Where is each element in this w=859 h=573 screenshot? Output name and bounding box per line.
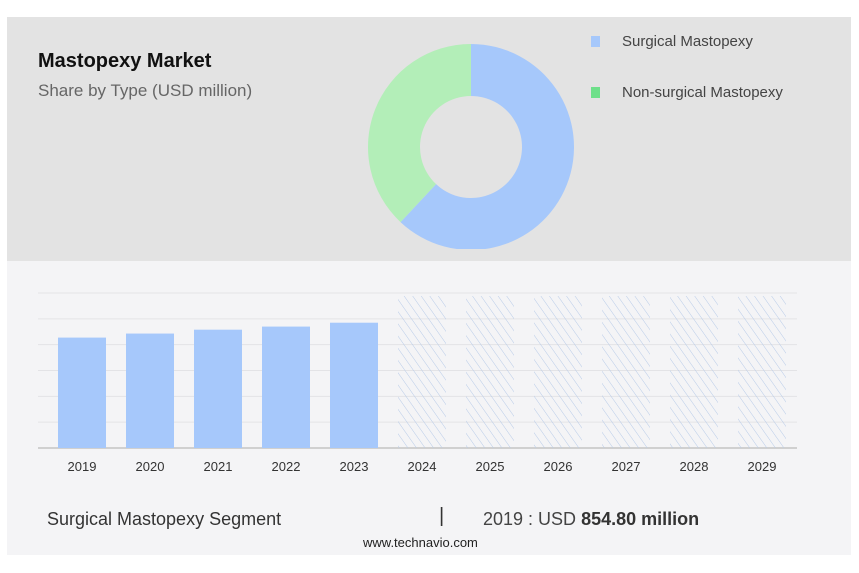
bar-2019 [58, 337, 106, 448]
x-tick-label: 2025 [476, 459, 505, 474]
value-bold: 854.80 million [581, 509, 700, 529]
bar-2021 [194, 329, 242, 448]
forecast-bar-2028 [670, 296, 718, 448]
x-tick-label: 2024 [408, 459, 437, 474]
chart-title: Mastopexy Market [38, 50, 212, 72]
x-tick-label: 2028 [680, 459, 709, 474]
bar-2023 [330, 322, 378, 448]
x-tick-label: 2027 [612, 459, 641, 474]
legend-item-surgical: Surgical Mastopexy [591, 33, 753, 50]
x-tick-label: 2026 [544, 459, 573, 474]
forecast-bar-2024 [398, 296, 446, 448]
x-tick-label: 2029 [748, 459, 777, 474]
separator: | [439, 505, 445, 527]
segment-value: 2019 : USD 854.80 million [483, 509, 699, 530]
segment-label: Surgical Mastopexy Segment [47, 509, 282, 529]
donut-slice-surgical [400, 44, 574, 249]
value-prefix: 2019 : USD [483, 509, 577, 529]
legend-label: Surgical Mastopexy [622, 33, 753, 50]
legend-item-non-surgical: Non-surgical Mastopexy [591, 84, 783, 101]
x-tick-label: 2020 [136, 459, 165, 474]
x-tick-label: 2021 [204, 459, 233, 474]
forecast-bar-2026 [534, 296, 582, 448]
bar-2020 [126, 333, 174, 448]
forecast-bar-2025 [466, 296, 514, 448]
source-url: www.technavio.com [363, 535, 478, 550]
x-tick-label: 2019 [68, 459, 97, 474]
bar-2022 [262, 326, 310, 448]
x-tick-label: 2022 [272, 459, 301, 474]
x-tick-label: 2023 [340, 459, 369, 474]
donut-slice-non-surgical [368, 44, 471, 223]
legend-label: Non-surgical Mastopexy [622, 84, 783, 101]
legend-swatch-surgical [591, 36, 600, 47]
chart-subtitle: Share by Type (USD million) [38, 81, 253, 100]
legend-swatch-non-surgical [591, 87, 600, 98]
forecast-bar-2029 [738, 296, 786, 448]
forecast-bar-2027 [602, 296, 650, 448]
